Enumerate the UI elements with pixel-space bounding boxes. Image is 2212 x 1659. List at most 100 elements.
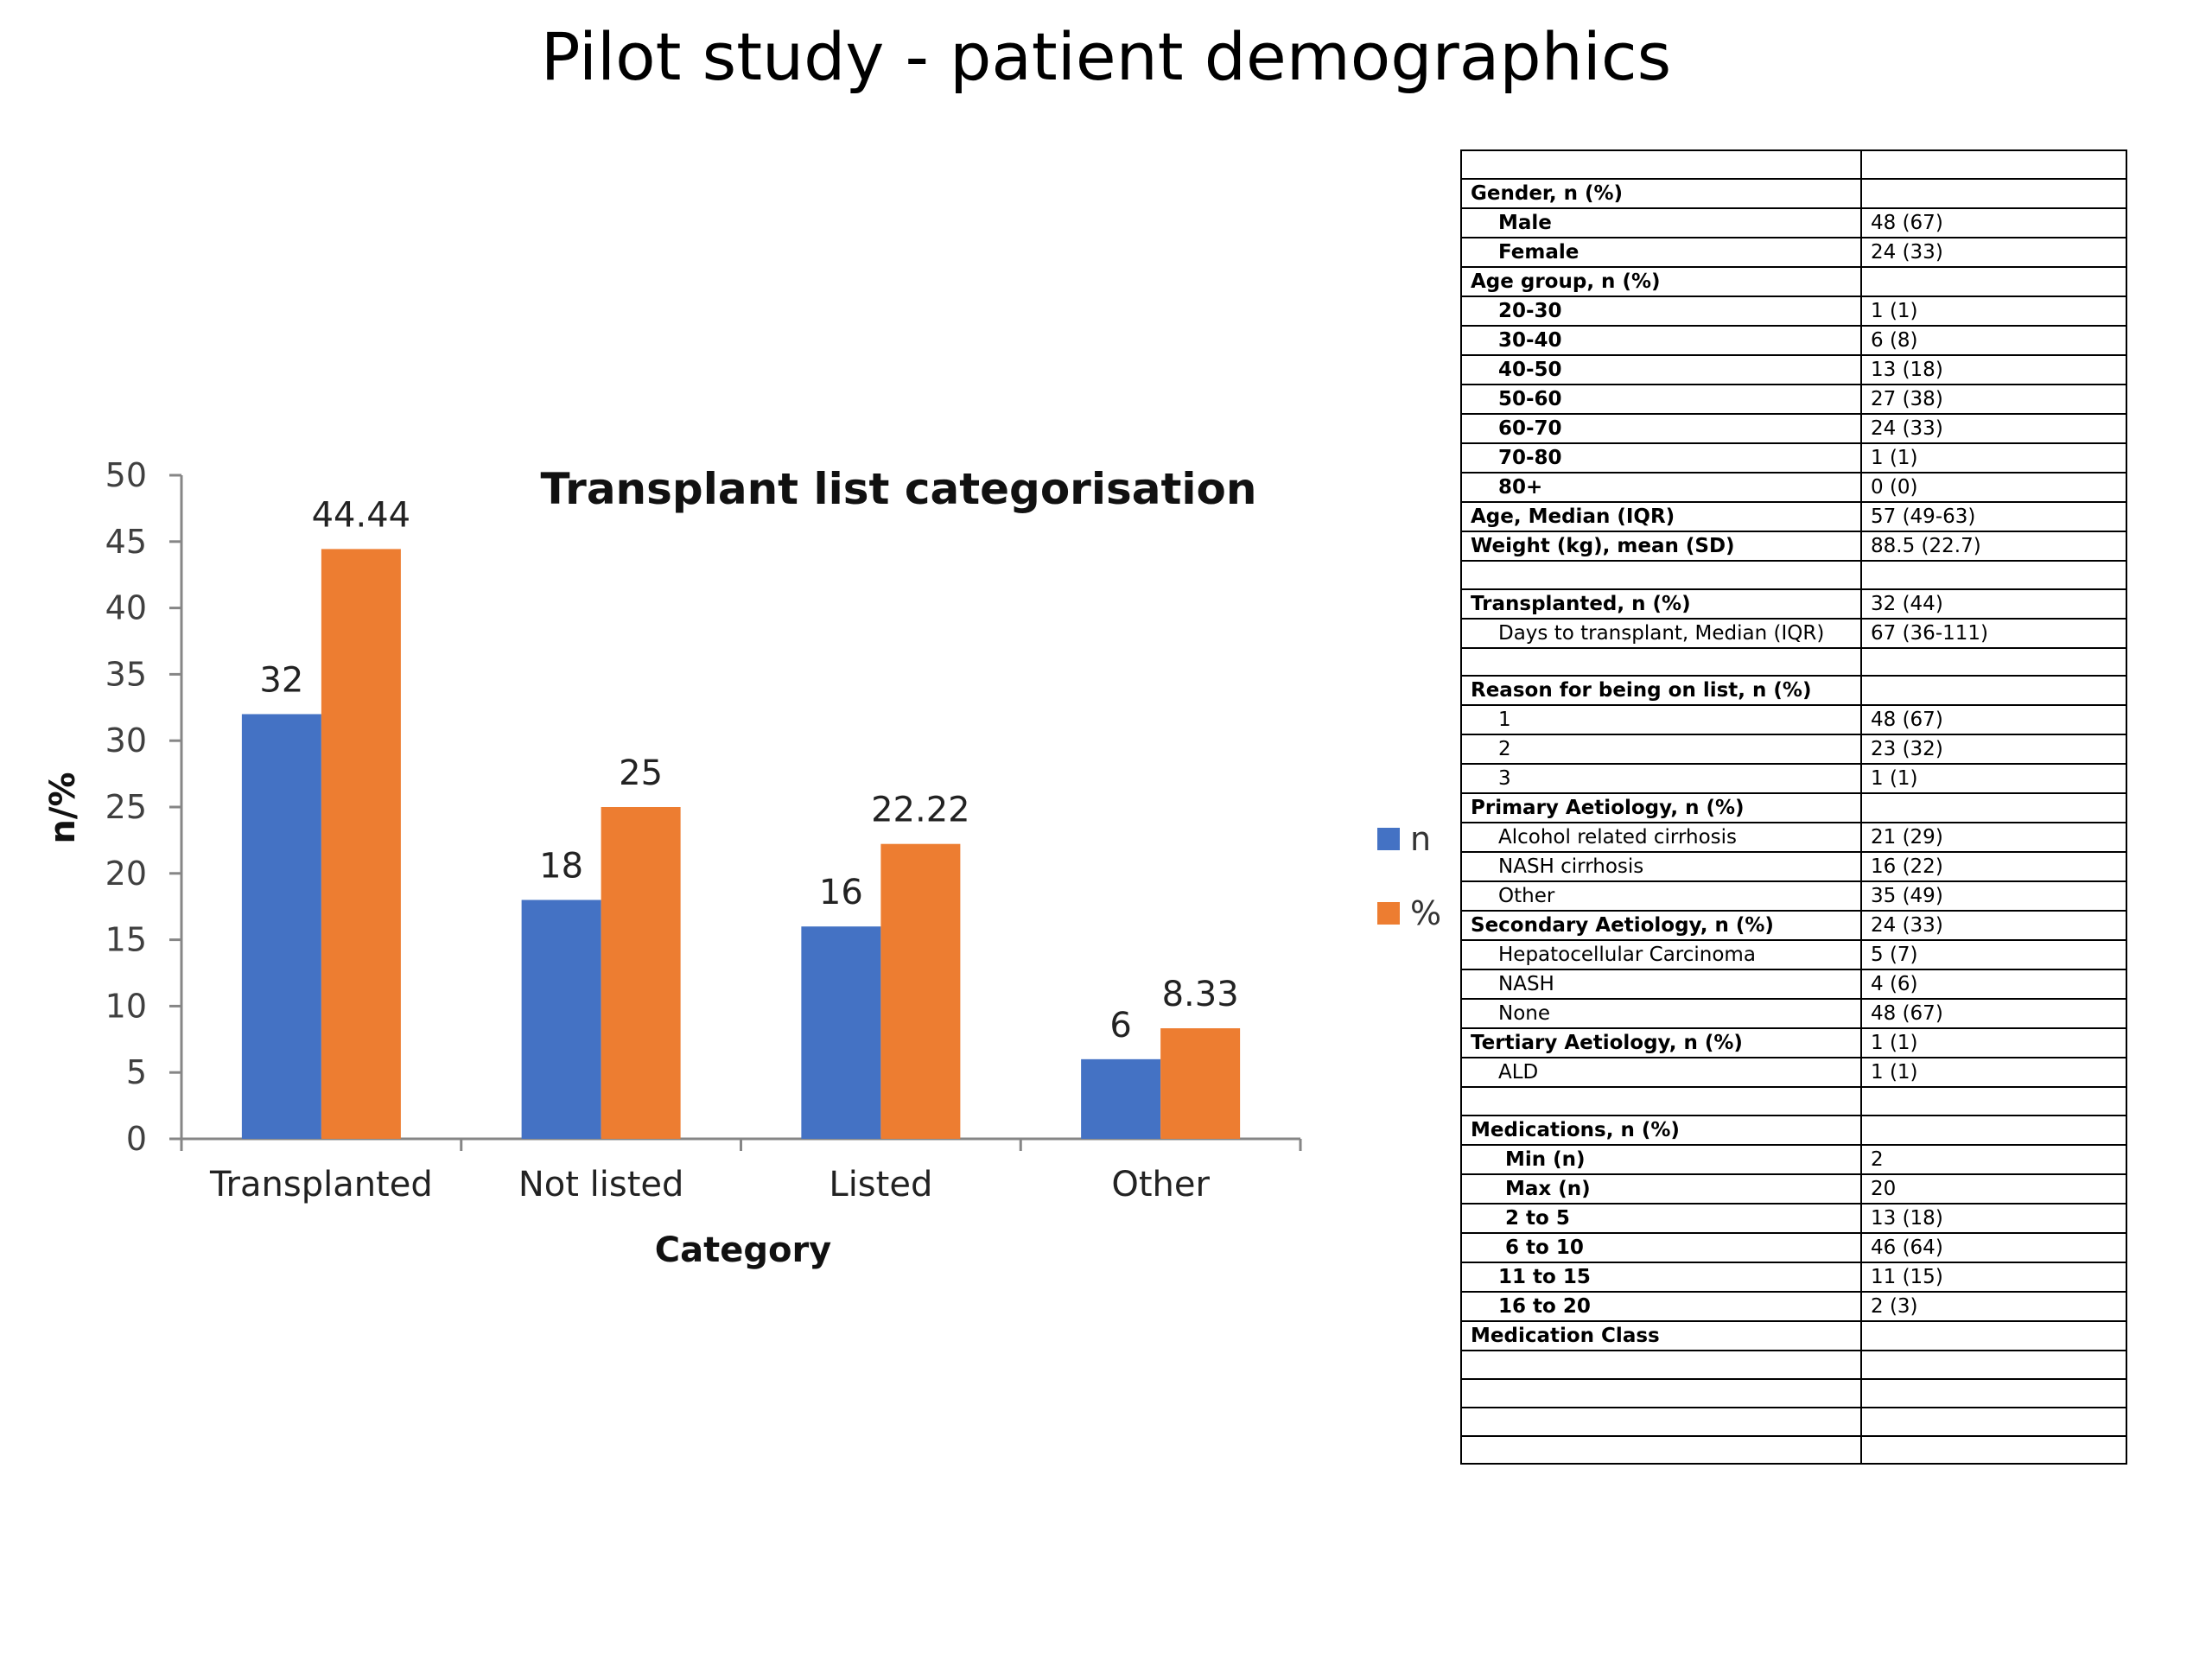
bar — [801, 926, 881, 1139]
y-tick-label: 20 — [105, 855, 147, 893]
row-value: 48 (67) — [1860, 207, 2127, 238]
table-row: 60-70 24 (33) — [1460, 412, 2127, 444]
row-value: 48 (67) — [1860, 704, 2127, 736]
row-value — [1860, 559, 2127, 590]
row-label — [1460, 646, 1862, 677]
row-value: 24 (33) — [1860, 236, 2127, 268]
row-label: Secondary Aetiology, n (%) — [1460, 910, 1862, 942]
chart-bars — [241, 549, 1241, 1139]
data-label: 25 — [619, 753, 663, 793]
table-row: 6 to 10 46 (64) — [1460, 1232, 2127, 1264]
row-value — [1860, 1320, 2127, 1352]
table-row: 30-40 6 (8) — [1460, 324, 2127, 356]
data-label: 16 — [819, 873, 863, 912]
table-row: 50-60 27 (38) — [1460, 383, 2127, 415]
row-label: Age group, n (%) — [1460, 265, 1862, 297]
table-row: NASH 4 (6) — [1460, 969, 2127, 1001]
legend-swatch — [1377, 828, 1400, 850]
row-label: Max (n) — [1460, 1173, 1862, 1205]
bar — [241, 714, 321, 1139]
transplant-chart: Transplant list categorisation Category … — [43, 456, 1441, 1270]
table-row: Weight (kg), mean (SD) 88.5 (22.7) — [1460, 530, 2127, 562]
row-value — [1860, 265, 2127, 297]
row-value — [1860, 149, 2127, 180]
row-value: 2 (3) — [1860, 1291, 2127, 1323]
row-value — [1860, 1406, 2127, 1437]
table-row: Primary Aetiology, n (%) — [1460, 792, 2127, 824]
row-value: 13 (18) — [1860, 1203, 2127, 1235]
row-label: 60-70 — [1460, 412, 1862, 444]
table-row: Female 24 (33) — [1460, 236, 2127, 268]
y-tick-label: 45 — [105, 523, 147, 561]
row-label: None — [1460, 998, 1862, 1030]
table-row: None 48 (67) — [1460, 998, 2127, 1030]
row-value: 6 (8) — [1860, 324, 2127, 356]
row-label: 70-80 — [1460, 442, 1862, 474]
row-value: 5 (7) — [1860, 939, 2127, 971]
table-row: Secondary Aetiology, n (%) 24 (33) — [1460, 910, 2127, 942]
table-row: Medication Class — [1460, 1320, 2127, 1352]
data-label: 32 — [259, 660, 303, 700]
row-label: 1 — [1460, 704, 1862, 736]
row-label: 50-60 — [1460, 383, 1862, 415]
table-row: Reason for being on list, n (%) — [1460, 675, 2127, 707]
table-row — [1460, 646, 2127, 677]
table-row: Alcohol related cirrhosis 21 (29) — [1460, 822, 2127, 854]
table-row: Hepatocellular Carcinoma 5 (7) — [1460, 939, 2127, 971]
table-row — [1460, 559, 2127, 590]
row-label: Hepatocellular Carcinoma — [1460, 939, 1862, 971]
chart-labels: Transplanted Not listed Listed Other 32 18 16 6… — [209, 495, 1239, 1205]
row-value: 57 (49-63) — [1860, 500, 2127, 532]
row-label — [1460, 559, 1862, 590]
table-row: Age group, n (%) — [1460, 265, 2127, 297]
row-label: 30-40 — [1460, 324, 1862, 356]
table-row — [1460, 1086, 2127, 1117]
row-label: 20-30 — [1460, 295, 1862, 327]
row-label: Min (n) — [1460, 1144, 1862, 1176]
row-label: Alcohol related cirrhosis — [1460, 822, 1862, 854]
chart-legend: n% — [1377, 820, 1441, 932]
x-tick-label: Other — [1111, 1165, 1210, 1205]
legend-label: % — [1410, 894, 1441, 932]
row-value: 46 (64) — [1860, 1232, 2127, 1264]
y-tick-label: 15 — [105, 921, 147, 959]
row-label: Reason for being on list, n (%) — [1460, 675, 1862, 707]
bar — [880, 843, 961, 1139]
row-label — [1460, 1434, 1862, 1465]
row-value — [1860, 792, 2127, 824]
row-label: 11 to 15 — [1460, 1262, 1862, 1294]
table-row: 1 48 (67) — [1460, 704, 2127, 736]
row-value: 24 (33) — [1860, 412, 2127, 444]
data-label: 6 — [1109, 1006, 1131, 1046]
row-label — [1460, 1086, 1862, 1117]
table-row: Other 35 (49) — [1460, 880, 2127, 912]
row-value: 0 (0) — [1860, 471, 2127, 503]
table-row: NASH cirrhosis 16 (22) — [1460, 851, 2127, 883]
row-value: 11 (15) — [1860, 1262, 2127, 1294]
y-tick-label: 40 — [105, 589, 147, 627]
row-label: Medication Class — [1460, 1320, 1862, 1352]
row-value — [1860, 1350, 2127, 1380]
table-row: Min (n) 2 — [1460, 1144, 2127, 1176]
table-row: Medications, n (%) — [1460, 1115, 2127, 1147]
table-row: Transplanted, n (%) 32 (44) — [1460, 588, 2127, 620]
row-value — [1860, 675, 2127, 707]
row-value — [1860, 177, 2127, 209]
row-label: Male — [1460, 207, 1862, 238]
x-tick-label: Transplanted — [209, 1165, 433, 1205]
bar — [1160, 1028, 1241, 1139]
row-value: 1 (1) — [1860, 295, 2127, 327]
row-value: 4 (6) — [1860, 969, 2127, 1001]
row-label: 40-50 — [1460, 353, 1862, 385]
table-row — [1460, 1377, 2127, 1408]
row-value: 21 (29) — [1860, 822, 2127, 854]
row-label: NASH — [1460, 969, 1862, 1001]
bar — [321, 549, 401, 1139]
x-tick-label: Listed — [829, 1165, 932, 1205]
row-value: 1 (1) — [1860, 763, 2127, 795]
table-row: Age, Median (IQR) 57 (49-63) — [1460, 500, 2127, 532]
y-tick-label: 30 — [105, 721, 147, 760]
x-axis-title: Category — [655, 1230, 832, 1270]
y-axis-title: n/% — [43, 772, 83, 843]
row-value: 13 (18) — [1860, 353, 2127, 385]
